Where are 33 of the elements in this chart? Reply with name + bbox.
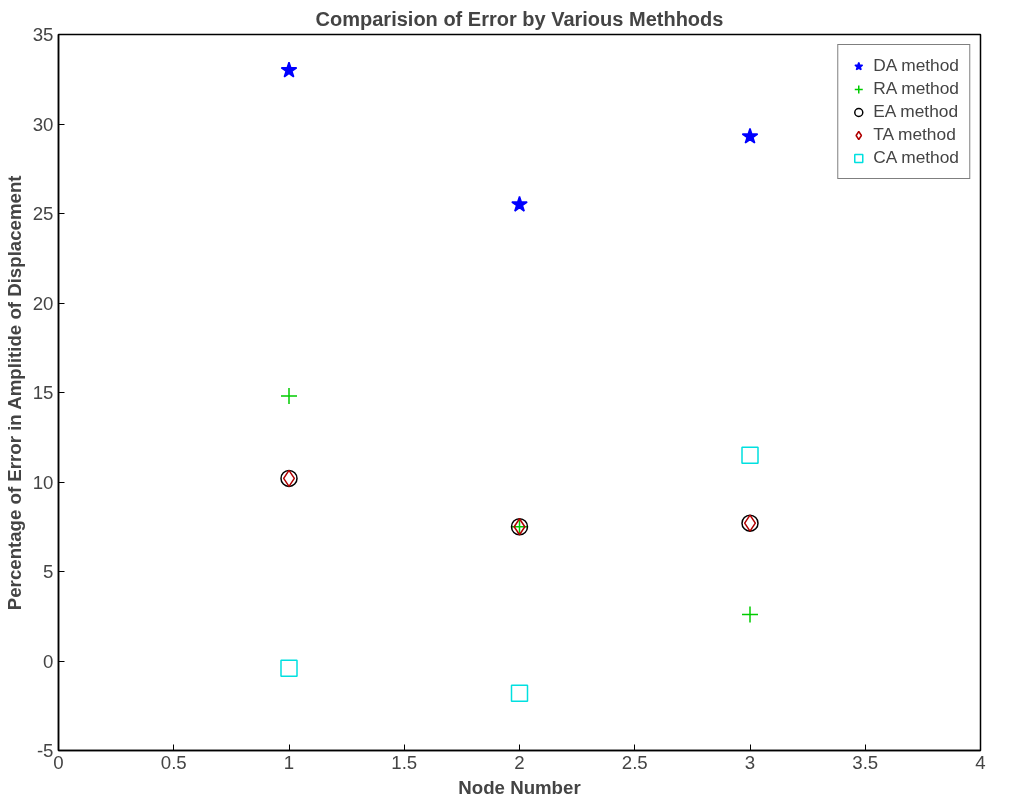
x-axis-title: Node Number	[458, 776, 581, 798]
y-tick-label: 5	[43, 561, 54, 582]
y-tick-label: 30	[32, 113, 54, 135]
y-tick-label: 35	[32, 24, 54, 45]
y-tick-label: 25	[32, 203, 54, 224]
point	[741, 127, 759, 144]
x-tick-label: 1	[283, 751, 295, 773]
x-tick-label: 2	[514, 751, 525, 773]
point	[741, 446, 759, 464]
point	[280, 659, 298, 677]
chart-title: Comparision of Error by Various Methhods	[315, 7, 724, 30]
y-axis-title: Percentage of Error in Amplitide of Displacement	[3, 175, 25, 611]
y-tick-label: 0	[43, 650, 54, 672]
point	[280, 61, 298, 78]
legend-label: DA method	[873, 55, 959, 76]
point	[510, 684, 529, 702]
y-tick-label: 10	[32, 471, 54, 493]
x-tick-label: 4	[975, 751, 986, 773]
y-tick-label: 15	[32, 382, 54, 403]
legend-label: CA method	[873, 147, 959, 168]
legend-label: RA method	[873, 78, 959, 99]
x-tick-label: 0.5	[160, 751, 187, 773]
y-tick-label: -5	[36, 740, 54, 761]
point	[280, 387, 298, 405]
point	[511, 195, 528, 212]
x-tick-label: 1.5	[391, 751, 418, 773]
x-tick-label: 3	[744, 751, 756, 773]
x-tick-label: 2.5	[621, 751, 648, 773]
legend-label: TA method	[873, 124, 956, 145]
x-tick-label: 3.5	[852, 751, 879, 773]
point	[741, 605, 759, 624]
legend-label: EA method	[873, 101, 959, 122]
y-tick-label: 20	[32, 292, 54, 314]
